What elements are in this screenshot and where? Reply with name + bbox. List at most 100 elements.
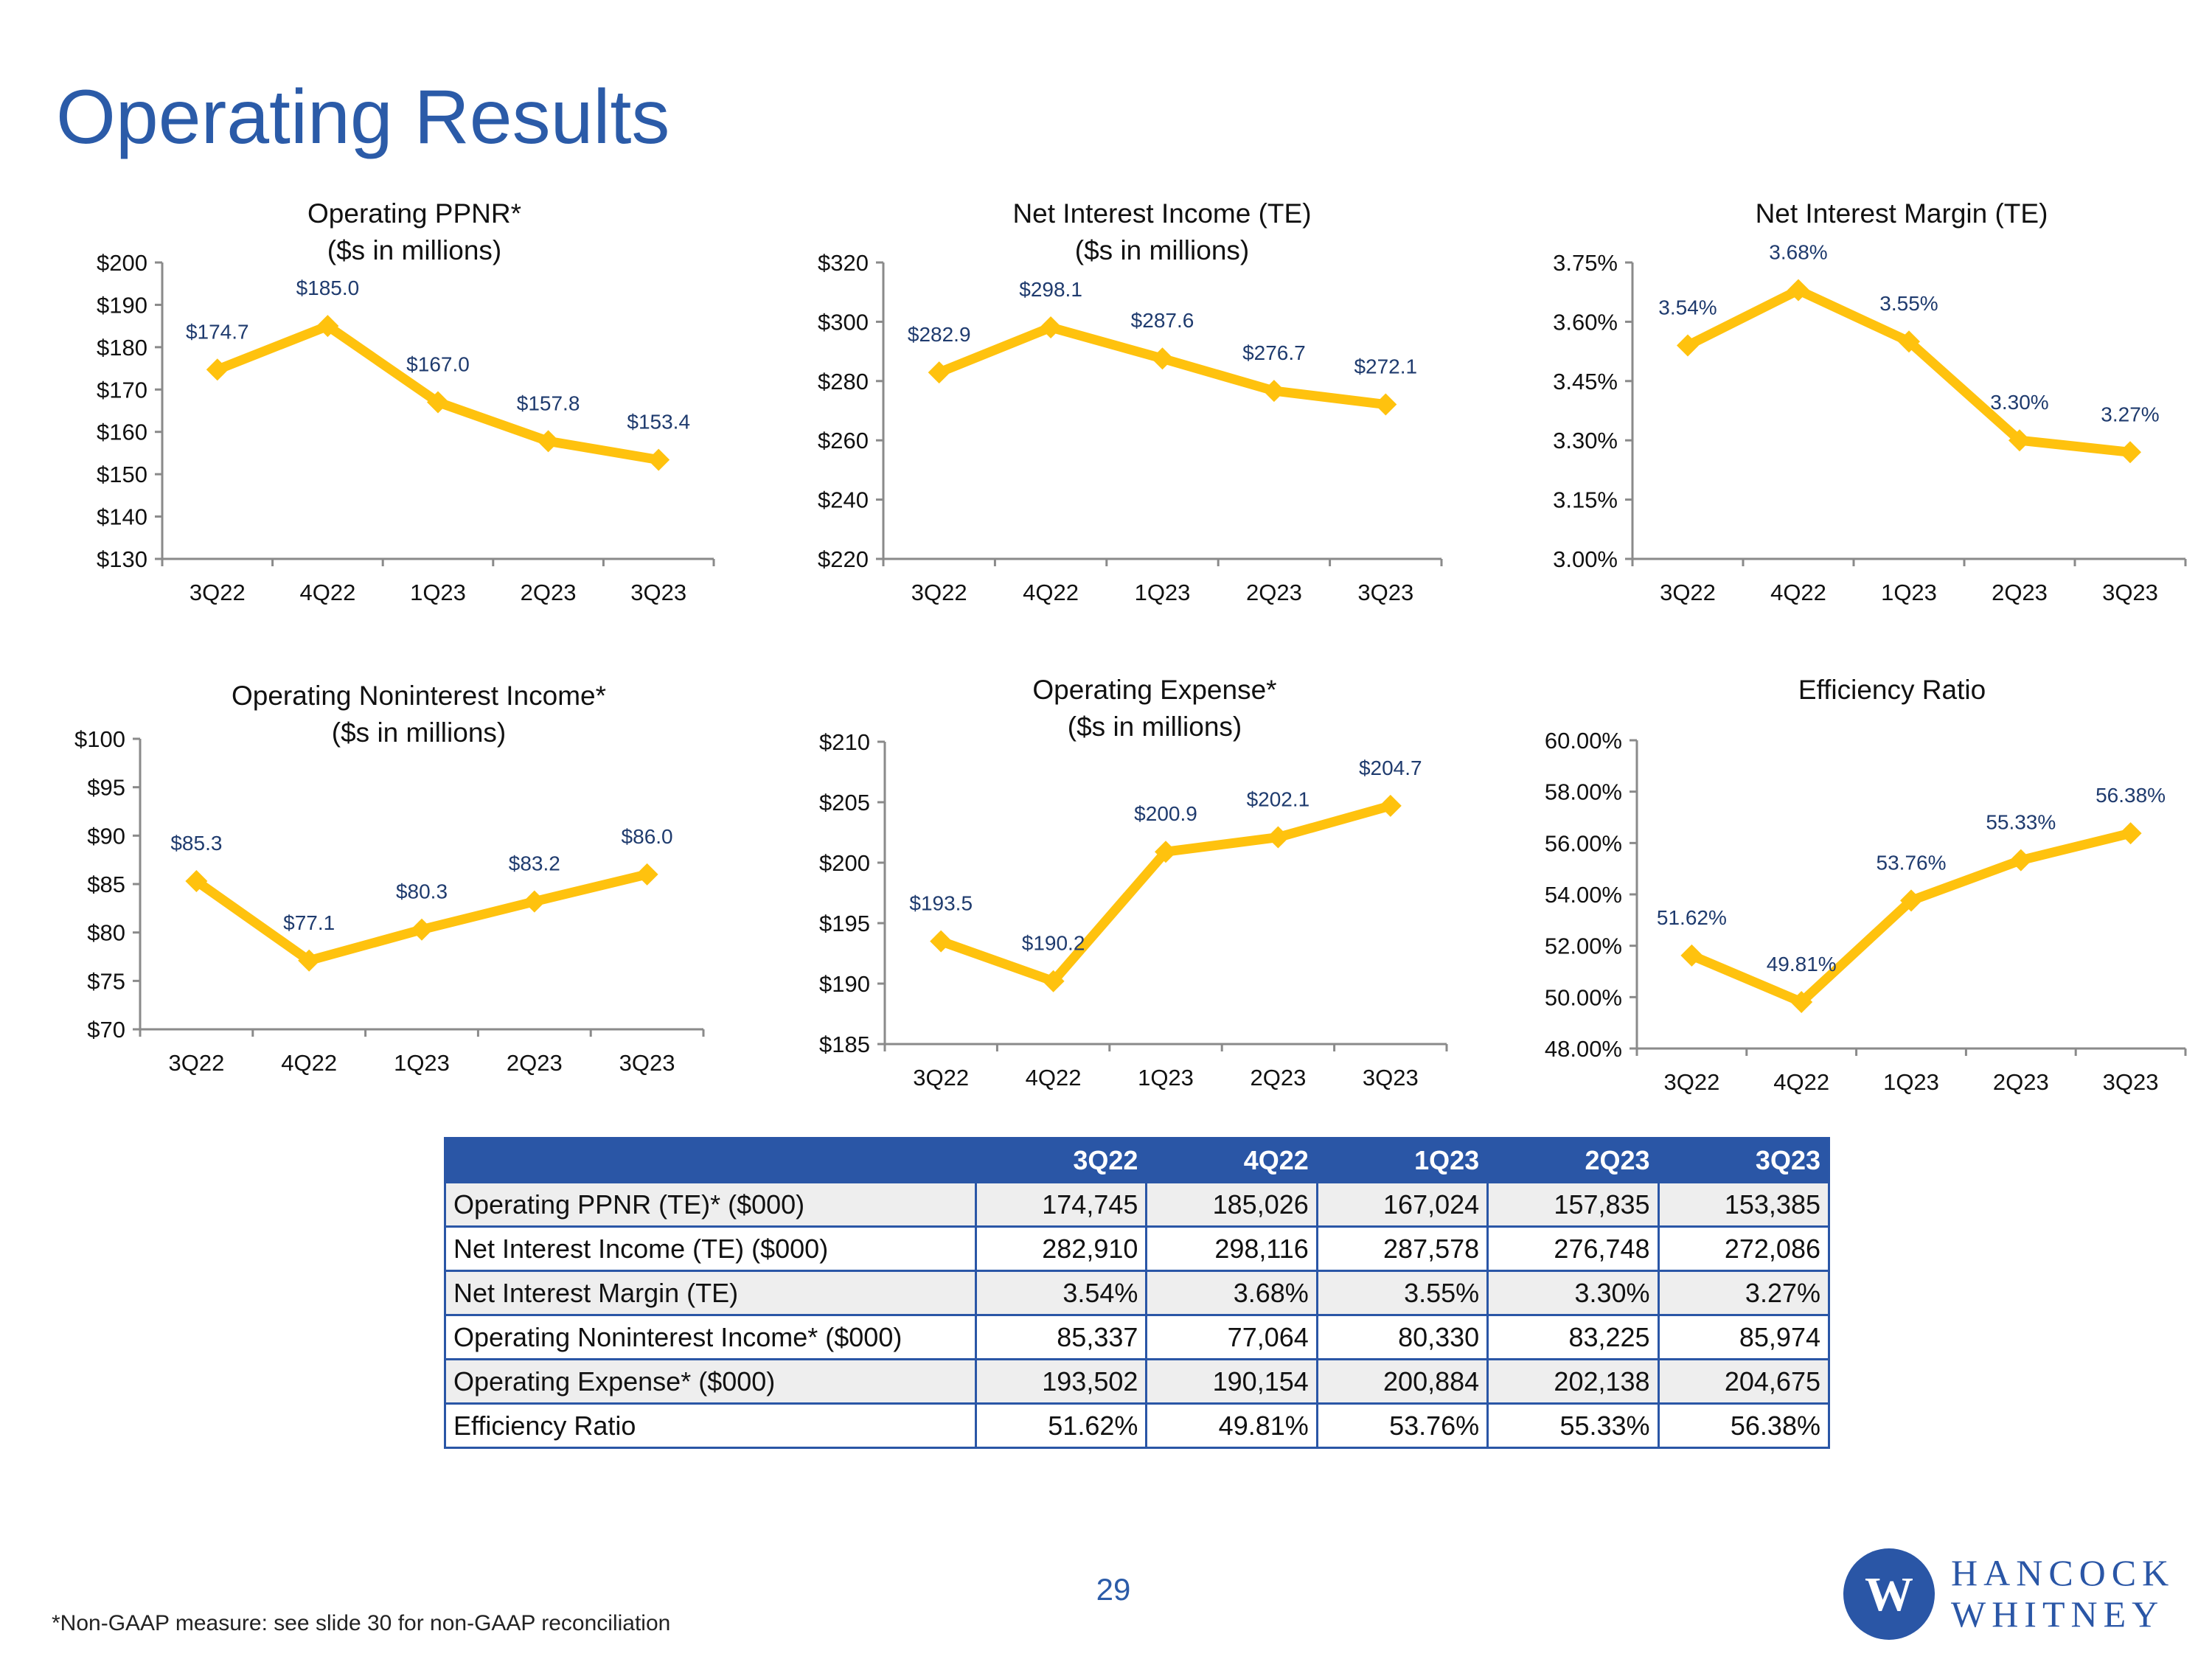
data-point-marker: [206, 358, 229, 381]
data-label: $167.0: [406, 353, 470, 376]
y-tick-label: $170: [97, 377, 147, 403]
x-tick-label: 4Q22: [1770, 580, 1826, 605]
logo-circle: [1843, 1548, 1935, 1640]
data-point-marker: [1680, 944, 1703, 967]
x-tick-label: 2Q23: [1246, 580, 1302, 605]
data-label: $157.8: [517, 392, 580, 414]
table-cell: 3.55%: [1315, 1270, 1489, 1316]
data-label: 3.27%: [2101, 403, 2159, 425]
data-point-marker: [1900, 889, 1922, 912]
data-point-marker: [1374, 393, 1397, 416]
data-label: 3.55%: [1879, 292, 1938, 315]
table-cell: 85,974: [1657, 1314, 1831, 1360]
table-cell: 55.33%: [1486, 1402, 1660, 1449]
data-label: 3.68%: [1769, 241, 1827, 264]
x-tick-label: 2Q23: [1250, 1065, 1306, 1091]
chart-title-line: ($s in millions): [332, 717, 506, 748]
y-tick-label: $140: [97, 504, 147, 530]
data-label: $298.1: [1019, 278, 1082, 301]
x-tick-label: 4Q22: [1773, 1069, 1829, 1095]
y-tick-label: $260: [818, 428, 869, 453]
data-point-marker: [930, 930, 953, 953]
data-point-marker: [185, 870, 208, 893]
y-tick-label: $95: [87, 775, 125, 801]
data-point-marker: [1267, 826, 1290, 849]
data-point-marker: [1155, 841, 1177, 863]
table-cell: 287,578: [1315, 1225, 1489, 1272]
table-cell: 193,502: [974, 1358, 1148, 1405]
y-tick-label: 3.15%: [1553, 487, 1618, 513]
chart-operating-noninterest-income-svg: Operating Noninterest Income* ($s in mill…: [74, 681, 705, 1076]
y-tick-label: $85: [87, 872, 125, 897]
table-cell: 80,330: [1315, 1314, 1489, 1360]
y-tick-label: $210: [819, 729, 870, 755]
data-point-marker: [316, 315, 339, 338]
table-row: Net Interest Income (TE) ($000) 282,910 …: [444, 1225, 1831, 1272]
data-label: $202.1: [1247, 788, 1310, 811]
chart-efficiency-ratio: Efficiency Ratio 48.00% 50.00% 52.00% 54.00%…: [1545, 675, 2187, 1095]
chart-operating-ppnr-svg: Operating PPNR* ($s in millions) $130 $140 $…: [97, 198, 715, 605]
table-cell: 83,225: [1486, 1314, 1660, 1360]
data-label: 56.38%: [2096, 784, 2166, 807]
x-tick-label: 1Q23: [1881, 580, 1937, 605]
table-row: Operating PPNR (TE)* ($000) 174,745 185,…: [444, 1181, 1831, 1228]
x-tick-label: 1Q23: [1138, 1065, 1194, 1091]
page-title: Operating Results: [56, 74, 670, 160]
table-row-label: Net Interest Income (TE) ($000): [444, 1225, 977, 1272]
y-tick-label: 3.60%: [1553, 309, 1618, 335]
y-tick-label: $195: [819, 911, 870, 936]
y-tick-label: 48.00%: [1545, 1036, 1622, 1062]
x-tick-label: 4Q22: [299, 580, 355, 605]
x-tick-label: 2Q23: [507, 1050, 563, 1076]
x-tick-label: 3Q23: [1363, 1065, 1419, 1091]
footnote: *Non-GAAP measure: see slide 30 for non-…: [52, 1611, 671, 1635]
y-tick-label: 60.00%: [1545, 728, 1622, 754]
table-cell: 200,884: [1315, 1358, 1489, 1405]
y-tick-label: $320: [818, 250, 869, 276]
data-label: 51.62%: [1657, 906, 1727, 929]
table-cell: 3.27%: [1657, 1270, 1831, 1316]
data-point-marker: [1042, 970, 1065, 992]
x-tick-label: 3Q22: [189, 580, 246, 605]
table-cell: 298,116: [1145, 1225, 1318, 1272]
data-label: $276.7: [1242, 341, 1306, 364]
data-label: $77.1: [283, 911, 335, 934]
data-label: $282.9: [908, 323, 971, 346]
x-tick-label: 1Q23: [410, 580, 466, 605]
table-row: Efficiency Ratio 51.62% 49.81% 53.76% 55…: [444, 1402, 1831, 1449]
data-label: 3.54%: [1658, 296, 1717, 319]
x-tick-label: 3Q23: [1357, 580, 1413, 605]
chart-operating-noninterest-income: Operating Noninterest Income* ($s in mill…: [0, 0, 737, 1106]
y-tick-label: 58.00%: [1545, 779, 1622, 805]
data-point-marker: [1151, 347, 1174, 370]
table-row-label: Efficiency Ratio: [444, 1402, 977, 1449]
data-label: $85.3: [170, 832, 222, 855]
y-tick-label: $150: [97, 462, 147, 487]
data-label: 3.30%: [1990, 391, 2048, 414]
y-tick-label: 3.30%: [1553, 428, 1618, 453]
table-row-label: Operating Expense* ($000): [444, 1358, 977, 1405]
y-tick-label: 3.75%: [1553, 250, 1618, 276]
y-tick-label: $70: [87, 1017, 125, 1043]
x-tick-label: 3Q23: [630, 580, 686, 605]
chart-net-interest-income-svg: Net Interest Income (TE) ($s in millions)…: [818, 198, 1443, 605]
y-tick-label: 52.00%: [1545, 933, 1622, 959]
table-row-label: Operating PPNR (TE)* ($000): [444, 1181, 977, 1228]
y-tick-label: 56.00%: [1545, 830, 1622, 856]
table-cell: 56.38%: [1657, 1402, 1831, 1449]
data-point-marker: [636, 863, 658, 886]
y-tick-label: $130: [97, 546, 147, 572]
x-tick-label: 3Q22: [1660, 580, 1716, 605]
table-cell: 202,138: [1486, 1358, 1660, 1405]
table-cell: 153,385: [1657, 1181, 1831, 1228]
data-label: $80.3: [396, 880, 448, 903]
data-label: $272.1: [1354, 355, 1417, 378]
logo-glyph: W: [1865, 1568, 1913, 1621]
data-point-marker: [523, 890, 546, 913]
chart-net-interest-income: Net Interest Income (TE) ($s in millions)…: [0, 0, 1475, 634]
data-point-marker: [427, 391, 449, 414]
table-row: Operating Noninterest Income* ($000) 85,…: [444, 1314, 1831, 1360]
y-tick-label: $190: [97, 292, 147, 318]
data-point-marker: [1040, 316, 1062, 339]
data-point-marker: [928, 361, 950, 384]
